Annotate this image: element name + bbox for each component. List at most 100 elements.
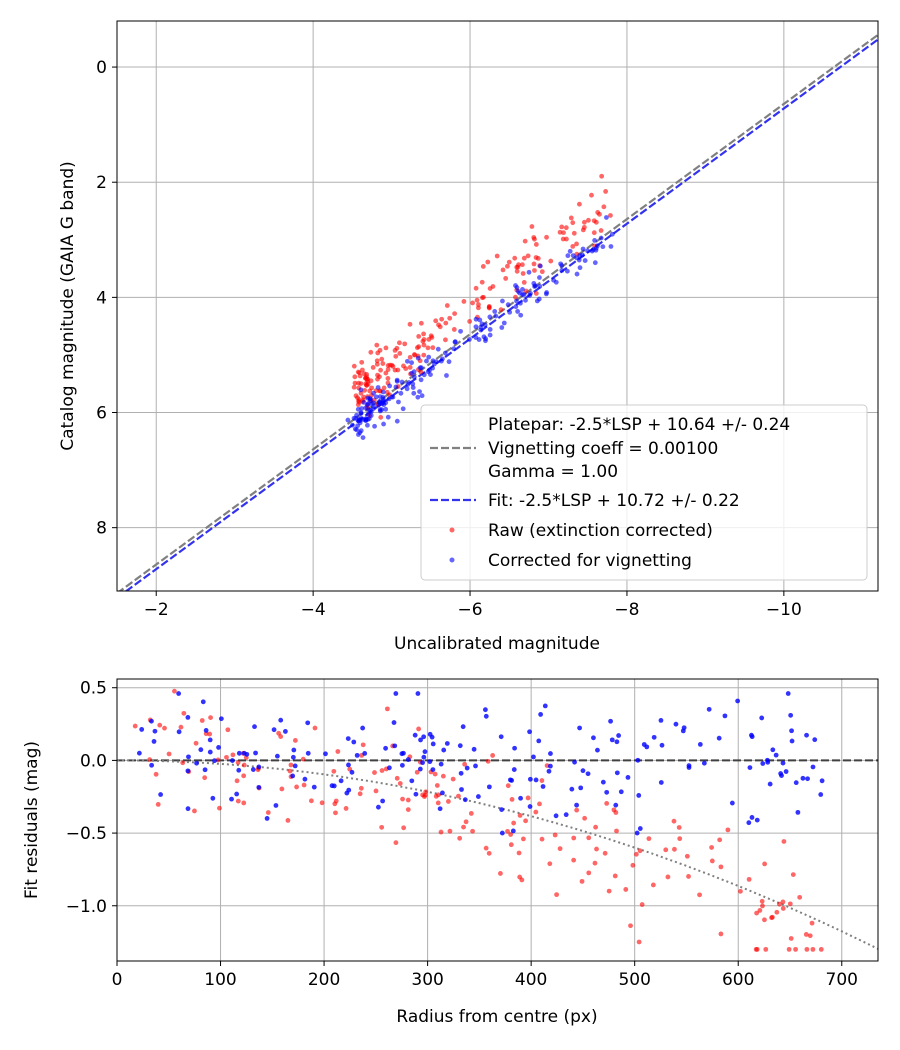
bottom-corrected-point <box>430 767 436 773</box>
top-corrected-point <box>367 396 373 401</box>
bottom-corrected-point <box>548 751 553 756</box>
bottom-raw-point <box>612 873 618 879</box>
bottom-corrected-point <box>236 750 242 756</box>
top-corrected-point <box>582 258 588 263</box>
top-corrected-point <box>598 235 604 241</box>
bottom-corrected-point <box>785 691 791 696</box>
top-raw-point <box>516 262 521 268</box>
top-raw-point <box>397 340 402 346</box>
top-corrected-point <box>574 271 580 277</box>
top-corrected-point <box>345 417 351 423</box>
top-corrected-point <box>352 426 358 432</box>
bottom-corrected-point <box>349 769 355 775</box>
bottom-corrected-point <box>185 715 191 720</box>
bottom-raw-point <box>373 788 379 794</box>
bottom-raw-point <box>586 870 592 876</box>
top-corrected-point <box>452 339 458 345</box>
bottom-corrected-point <box>210 795 216 801</box>
bottom-corrected-point <box>475 794 481 799</box>
top-raw-point <box>377 347 383 353</box>
top-corrected-point <box>592 237 598 243</box>
bottom-raw-point <box>241 800 247 806</box>
top-raw-point <box>529 224 535 229</box>
top-corrected-point <box>404 386 410 392</box>
top-raw-points <box>351 173 613 420</box>
bottom-raw-point <box>498 871 503 876</box>
bot-y-tick-label: −0.5 <box>66 824 107 844</box>
top-corrected-point <box>595 243 600 249</box>
bottom-raw-point <box>547 861 553 867</box>
bottom-raw-point <box>432 771 438 777</box>
bottom-corrected-point <box>236 767 242 773</box>
bottom-corrected-point <box>804 732 809 738</box>
top-corrected-point <box>410 385 416 391</box>
bottom-corrected-point <box>773 752 779 758</box>
bottom-corrected-point <box>518 795 523 801</box>
bottom-raw-point <box>646 836 652 842</box>
top-raw-point <box>397 351 403 356</box>
top-raw-point <box>513 294 518 300</box>
top-raw-point <box>355 369 361 375</box>
bottom-corrected-point <box>746 820 752 826</box>
bottom-raw-point <box>301 782 307 788</box>
bottom-corrected-point <box>507 777 513 783</box>
top-raw-point <box>416 333 422 339</box>
bottom-corrected-point <box>800 775 806 781</box>
top-raw-point <box>603 189 609 194</box>
bottom-corrected-point <box>354 752 360 758</box>
legend-platepar-line2: Vignetting coeff = 0.00100 <box>488 439 718 459</box>
bottom-corrected-point <box>716 735 722 741</box>
top-corrected-point <box>515 309 521 314</box>
bottom-corrected-point <box>412 732 418 738</box>
bottom-corrected-point <box>346 787 352 793</box>
top-corrected-point <box>528 290 533 296</box>
bot-x-tick-label: 500 <box>618 970 650 990</box>
bottom-raw-point <box>285 817 291 823</box>
bottom-raw-point <box>623 887 629 892</box>
bottom-raw-point <box>397 781 403 786</box>
bottom-corrected-point <box>457 743 463 749</box>
bottom-plot-area <box>117 679 878 961</box>
top-raw-point <box>430 345 436 351</box>
bottom-raw-point <box>181 710 187 716</box>
top-raw-point <box>418 369 424 375</box>
top-x-label: Uncalibrated magnitude <box>394 634 600 654</box>
top-corrected-point <box>419 393 425 399</box>
top-raw-point <box>383 345 389 351</box>
bottom-raw-point <box>807 933 813 939</box>
top-corrected-point <box>564 268 570 274</box>
top-corrected-point <box>521 292 527 297</box>
bottom-raw-point <box>234 778 240 784</box>
bottom-corrected-point <box>185 768 191 774</box>
top-raw-point <box>485 259 491 265</box>
top-raw-point <box>355 395 360 401</box>
bottom-corrected-point <box>673 721 679 727</box>
bottom-corrected-point <box>735 698 741 704</box>
bottom-raw-point <box>803 932 809 937</box>
legend-platepar-line3: Gamma = 1.00 <box>488 462 618 482</box>
top-raw-point <box>421 331 426 337</box>
bottom-corrected-point <box>207 737 213 743</box>
bot-x-tick-label: 0 <box>112 970 123 990</box>
bottom-corrected-point <box>186 754 191 760</box>
bottom-corrected-point <box>441 747 447 753</box>
bottom-raw-point <box>633 851 639 857</box>
bottom-corrected-point <box>486 784 492 790</box>
bot-x-tick-label: 400 <box>515 970 547 990</box>
top-corrected-point <box>577 253 583 259</box>
bottom-raw-point <box>147 757 153 763</box>
bottom-corrected-point <box>444 741 450 746</box>
top-corrected-point <box>444 373 449 378</box>
legend-corrected-label: Corrected for vignetting <box>488 551 692 571</box>
bottom-corrected-point <box>386 765 392 771</box>
bottom-corrected-point <box>202 767 208 773</box>
top-raw-point <box>428 333 434 339</box>
bottom-corrected-point <box>380 798 386 804</box>
top-corrected-point <box>501 320 507 326</box>
bottom-corrected-point <box>459 787 464 792</box>
top-corrected-point <box>514 298 519 304</box>
bottom-corrected-point <box>754 817 760 823</box>
top-corrected-point <box>411 374 417 380</box>
bottom-raw-point <box>787 901 793 907</box>
top-raw-point <box>503 276 509 281</box>
